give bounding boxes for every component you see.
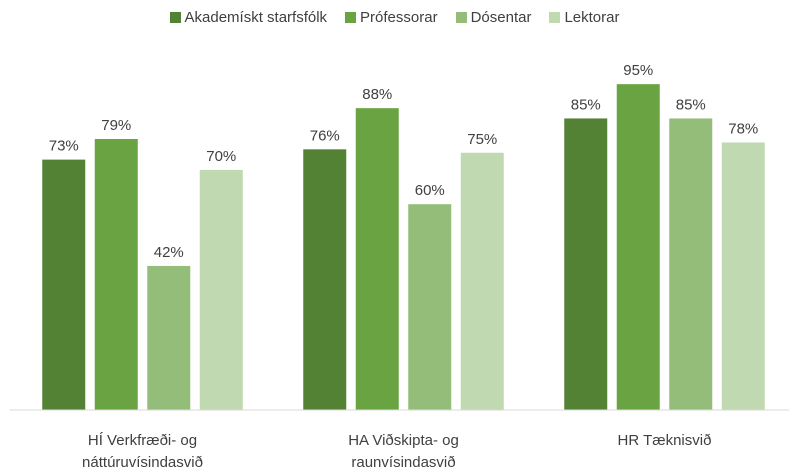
data-label: 88%: [362, 86, 392, 103]
data-label: 60%: [415, 182, 445, 199]
legend: Akademískt starfsfólk Prófessorar Dósentar…: [0, 9, 789, 26]
data-label: 78%: [728, 120, 758, 137]
x-tick-label: HR Tæknisvið: [617, 432, 712, 449]
data-label: 76%: [310, 127, 340, 144]
data-label: 42%: [154, 244, 184, 261]
legend-swatch: [345, 12, 357, 23]
legend-item: Akademískt starfsfólk: [169, 9, 328, 26]
bar: [721, 142, 765, 410]
data-label: 85%: [676, 96, 706, 113]
legend-swatch: [455, 12, 467, 23]
legend-swatch: [169, 12, 181, 23]
data-label: 95%: [623, 62, 653, 79]
data-label: 73%: [49, 138, 79, 155]
bar: [669, 118, 713, 410]
legend-label: Prófessorar: [360, 9, 438, 26]
legend-item: Prófessorar: [345, 9, 438, 26]
legend-label: Dósentar: [470, 9, 532, 26]
legend-swatch: [549, 12, 561, 23]
legend-label: Lektorar: [564, 9, 620, 26]
data-label: 70%: [206, 148, 236, 165]
bar: [408, 204, 452, 410]
bar: [147, 265, 191, 410]
data-label: 75%: [467, 131, 497, 148]
legend-item: Lektorar: [549, 9, 619, 26]
bar: [460, 152, 504, 410]
bar: [355, 108, 399, 410]
bar: [616, 84, 660, 411]
bar: [303, 149, 347, 410]
legend-item: Dósentar: [455, 9, 532, 26]
data-label: 85%: [571, 96, 601, 113]
x-tick-label: HÍ Verkfræði- og náttúruvísindasvið: [82, 432, 203, 471]
x-tick-label: HA Viðskipta- og raunvísindasvið: [348, 432, 459, 471]
bar: [199, 169, 243, 410]
bar: [564, 118, 608, 410]
data-label: 79%: [101, 117, 131, 134]
bar: [42, 159, 86, 410]
bar: [94, 139, 138, 410]
legend-label: Akademískt starfsfólk: [184, 9, 328, 26]
